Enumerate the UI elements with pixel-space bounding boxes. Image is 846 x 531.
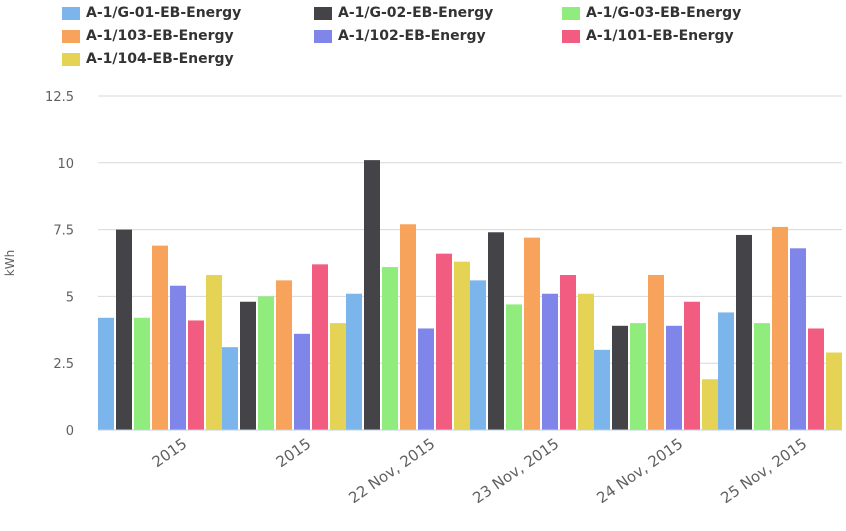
legend-item[interactable]: A-1/104-EB-Energy [62,50,234,68]
bar [240,301,256,430]
bar [98,317,114,430]
legend-label: A-1/103-EB-Energy [86,28,234,44]
bar [666,325,682,430]
bar [560,275,576,430]
legend-swatch [314,29,332,43]
bar [736,234,752,430]
bar [346,293,362,430]
legend-item[interactable]: A-1/103-EB-Energy [62,27,234,45]
legend-item[interactable]: A-1/102-EB-Energy [314,27,486,45]
x-tick-label: 23 Nov, 2015 [469,435,562,508]
legend-label: A-1/G-01-EB-Energy [86,5,242,21]
bar [488,232,504,430]
bar [188,320,204,430]
x-tick-label: 24 Nov, 2015 [593,435,686,508]
legend-swatch [62,29,80,43]
legend-item[interactable]: A-1/G-03-EB-Energy [562,4,741,22]
bar [294,333,310,430]
bar [436,253,452,430]
bar [258,296,274,430]
bar [790,248,806,430]
x-tick-label: 25 Nov, 2015 [717,435,810,508]
y-tick-label: 7.5 [53,224,74,239]
bar [826,352,842,430]
bar [330,323,346,430]
bar [276,280,292,430]
y-tick-label: 5 [66,290,74,305]
legend-swatch [62,52,80,66]
y-tick-label: 10 [57,157,74,172]
bar [542,293,558,430]
bar [222,347,238,430]
y-tick-label: 12.5 [45,90,74,105]
bar [648,275,664,430]
bar [454,261,470,430]
x-tick-label: 22 Nov, 2015 [345,435,438,508]
legend-label: A-1/102-EB-Energy [338,28,486,44]
bar [206,275,222,430]
legend-swatch [62,6,80,20]
legend-swatch [314,6,332,20]
bar [382,267,398,430]
legend-item[interactable]: A-1/G-01-EB-Energy [62,4,241,22]
legend-item[interactable]: A-1/G-02-EB-Energy [314,4,493,22]
bar [718,312,734,430]
bar [524,237,540,430]
bar [116,229,132,430]
bar [772,226,788,430]
y-axis-title: kWh [3,250,17,276]
bar [134,317,150,430]
legend-label: A-1/101-EB-Energy [586,28,734,44]
legend-item[interactable]: A-1/101-EB-Energy [562,27,734,45]
bar [170,285,186,430]
legend-swatch [562,29,580,43]
bar [400,224,416,430]
bar [684,301,700,430]
bar [702,379,718,430]
legend-label: A-1/G-02-EB-Energy [338,5,494,21]
bar [594,349,610,430]
bar [470,280,486,430]
bar [312,264,328,430]
bar [418,328,434,430]
bar [364,160,380,431]
bar [808,328,824,430]
y-tick-label: 0 [66,424,74,439]
legend-swatch [562,6,580,20]
bar [754,323,770,430]
bar [152,245,168,430]
bar [506,304,522,430]
bar [612,325,628,430]
x-tick-label: 2015 [273,435,315,472]
y-tick-label: 2.5 [53,357,74,372]
x-tick-label: 2015 [149,435,191,472]
bar [578,293,594,430]
legend-label: A-1/G-03-EB-Energy [586,5,742,21]
legend-label: A-1/104-EB-Energy [86,51,234,67]
bar [630,323,646,430]
